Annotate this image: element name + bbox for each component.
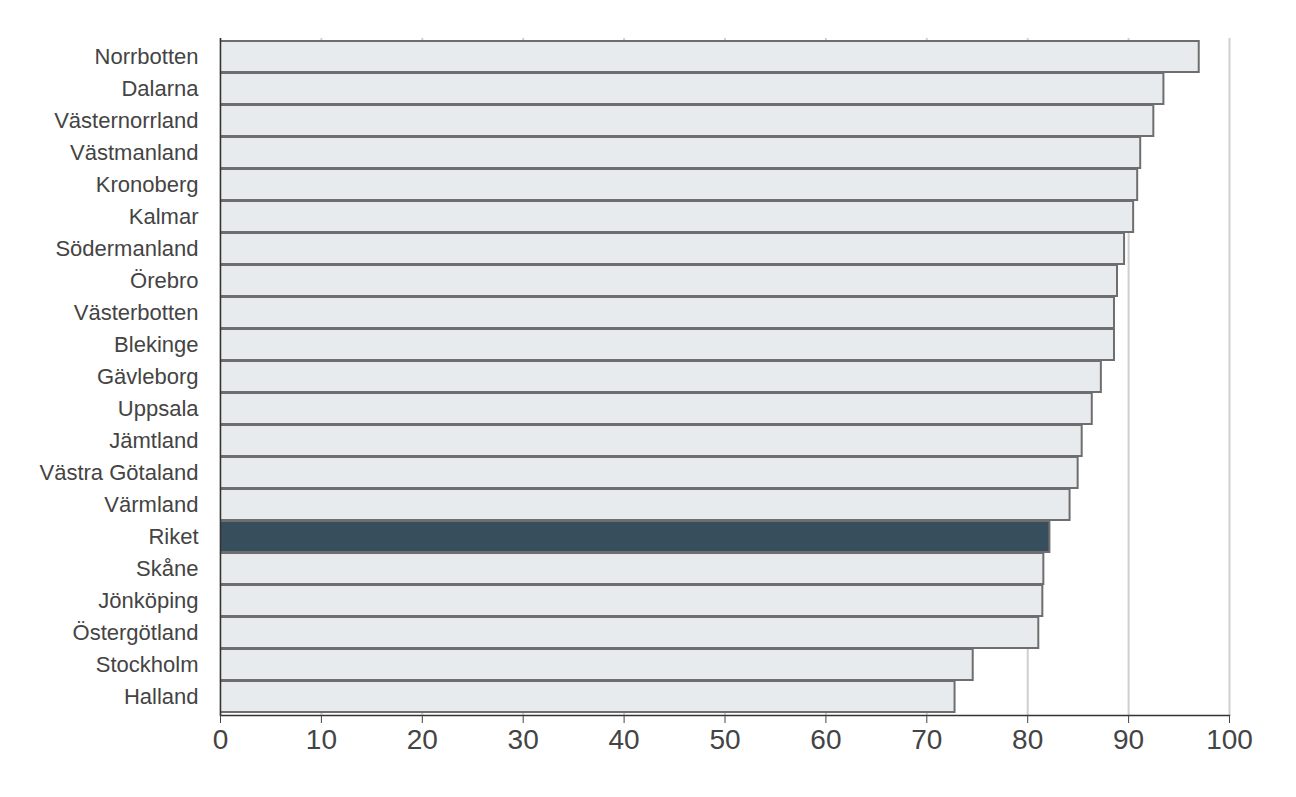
svg-text:Blekinge: Blekinge <box>114 332 198 357</box>
svg-text:Kalmar: Kalmar <box>129 204 199 229</box>
svg-text:Västmanland: Västmanland <box>70 140 198 165</box>
svg-text:Östergötland: Östergötland <box>73 620 199 645</box>
svg-text:Stockholm: Stockholm <box>96 652 199 677</box>
svg-text:10: 10 <box>306 724 337 755</box>
svg-text:Kronoberg: Kronoberg <box>96 172 199 197</box>
svg-text:Örebro: Örebro <box>130 268 198 293</box>
svg-text:90: 90 <box>1113 724 1144 755</box>
svg-text:Riket: Riket <box>148 524 198 549</box>
svg-text:Södermanland: Södermanland <box>55 236 198 261</box>
svg-text:0: 0 <box>213 724 229 755</box>
svg-text:20: 20 <box>407 724 438 755</box>
svg-text:Värmland: Värmland <box>104 492 198 517</box>
svg-text:70: 70 <box>911 724 942 755</box>
svg-text:Västerbotten: Västerbotten <box>74 300 199 325</box>
svg-text:Gävleborg: Gävleborg <box>97 364 199 389</box>
svg-text:50: 50 <box>709 724 740 755</box>
svg-text:Uppsala: Uppsala <box>118 396 199 421</box>
svg-text:40: 40 <box>609 724 640 755</box>
svg-text:Jämtland: Jämtland <box>109 428 198 453</box>
svg-text:80: 80 <box>1012 724 1043 755</box>
svg-text:Dalarna: Dalarna <box>121 76 199 101</box>
svg-text:Norrbotten: Norrbotten <box>95 44 199 69</box>
svg-text:Västernorrland: Västernorrland <box>54 108 198 133</box>
svg-text:30: 30 <box>508 724 539 755</box>
svg-text:Halland: Halland <box>124 684 199 709</box>
svg-text:Jönköping: Jönköping <box>98 588 198 613</box>
svg-text:60: 60 <box>810 724 841 755</box>
svg-text:100: 100 <box>1206 724 1253 755</box>
svg-text:Skåne: Skåne <box>136 556 198 581</box>
svg-text:Västra Götaland: Västra Götaland <box>40 460 199 485</box>
